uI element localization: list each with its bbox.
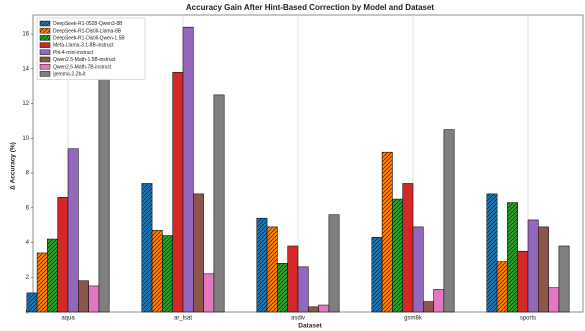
bar — [422, 301, 434, 313]
bar — [26, 292, 38, 313]
y-tick-label: 0 — [26, 310, 30, 316]
bar — [193, 193, 204, 313]
x-tick-label: ar_lsat — [174, 316, 192, 322]
legend-swatch — [39, 56, 51, 63]
bar — [496, 261, 508, 313]
y-tick-label: 16 — [22, 32, 29, 38]
legend-label: DeepSeek-R1-Distill-Qwen-1.5B — [53, 36, 125, 42]
x-tick-label: asdiv — [291, 316, 305, 322]
bar — [98, 61, 110, 313]
legend-swatch — [39, 27, 51, 34]
bar — [433, 289, 445, 313]
bar — [402, 183, 414, 313]
bar — [381, 151, 393, 313]
legend-label: gemma-2-2b-it — [53, 72, 86, 78]
bar — [57, 197, 69, 313]
bar — [412, 226, 424, 313]
legend-swatch — [39, 42, 51, 48]
bar — [266, 226, 278, 313]
bar — [213, 94, 225, 313]
legend-label: Qwen2.5-Math-1.5B-instruct — [53, 57, 116, 63]
bar — [558, 245, 570, 313]
y-tick-label: 2 — [26, 275, 30, 281]
bar — [517, 250, 529, 313]
bar — [486, 193, 498, 313]
bar — [141, 183, 153, 313]
bar — [537, 226, 549, 313]
bar — [182, 26, 194, 313]
y-tick-label: 14 — [22, 66, 29, 72]
bar — [78, 280, 89, 313]
bar — [162, 235, 173, 313]
legend-swatch — [39, 63, 51, 70]
bar — [548, 287, 560, 313]
bar — [328, 214, 340, 313]
legend-label: Qwen2.5-Math-7B-instruct — [53, 64, 112, 70]
bar — [297, 266, 309, 313]
legend-label: Meta-Llama-3.1-8B-instruct — [53, 43, 114, 49]
x-tick-label: gsm8k — [404, 316, 423, 322]
bar — [318, 304, 330, 313]
bar — [67, 148, 79, 313]
legend-swatch — [39, 71, 51, 77]
bar — [307, 306, 319, 313]
bar — [151, 230, 163, 313]
bar — [172, 72, 184, 313]
legend-label: DeepSeek-R1-Distill-Llama-8B — [53, 28, 122, 34]
y-tick-label: 10 — [22, 136, 29, 142]
legend-box — [36, 17, 146, 80]
bar — [527, 219, 539, 313]
bar — [88, 285, 100, 313]
y-tick-label: 12 — [22, 101, 29, 107]
legend-label: DeepSeek-R1-0528-Qwen3-8B — [53, 21, 123, 27]
x-tick-label: sports — [520, 316, 536, 322]
legend-label: Phi-4-mini-instruct — [53, 50, 94, 56]
y-tick-label: 8 — [26, 171, 30, 177]
x-tick-label: aqua — [61, 316, 75, 322]
x-axis-label: Dataset — [298, 323, 322, 330]
y-tick-label: 4 — [26, 240, 30, 246]
legend-swatch — [39, 35, 51, 41]
bar — [443, 129, 455, 313]
bar — [392, 198, 403, 313]
bar — [287, 245, 299, 313]
bar — [36, 252, 48, 313]
bar — [277, 263, 288, 313]
legend-swatch — [39, 49, 51, 56]
y-tick-label: 6 — [26, 205, 30, 211]
bar — [507, 202, 518, 313]
bar — [47, 238, 59, 313]
bar — [256, 217, 268, 313]
chart-title: Accuracy Gain After Hint-Based Correctio… — [186, 3, 435, 12]
y-axis-label: Δ Accuracy (%) — [10, 142, 17, 190]
legend-swatch — [39, 20, 51, 27]
bar — [203, 273, 215, 313]
bar — [371, 237, 383, 313]
